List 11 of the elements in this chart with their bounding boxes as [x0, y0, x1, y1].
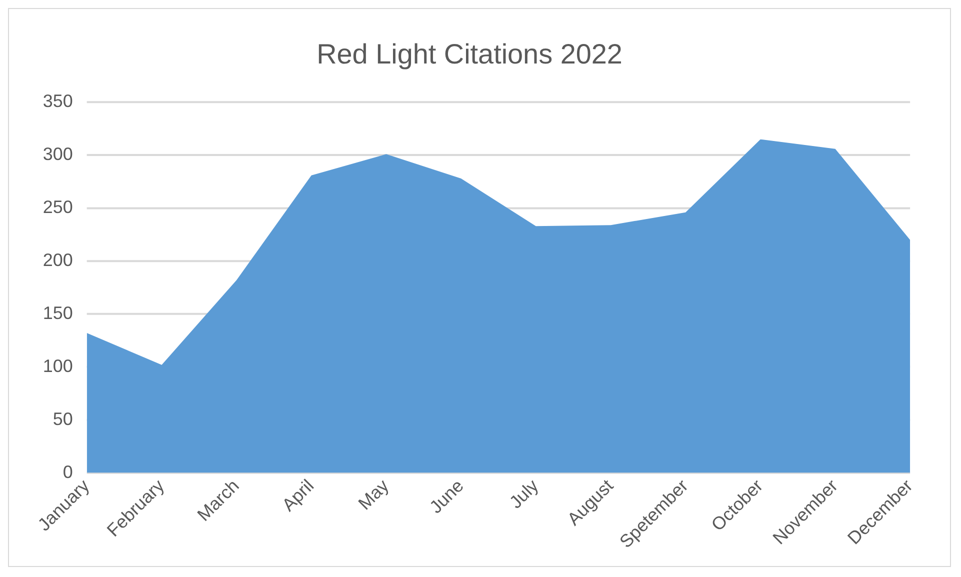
chart-title: Red Light Citations 2022 — [316, 38, 622, 70]
y-tick-label: 250 — [42, 197, 73, 218]
y-tick-label: 150 — [42, 302, 73, 323]
y-tick-label: 200 — [42, 250, 73, 270]
y-tick-label: 50 — [52, 408, 73, 429]
x-tick-label: May — [354, 476, 393, 514]
y-tick-label: 0 — [62, 462, 73, 482]
y-tick-label: 350 — [42, 91, 73, 112]
y-tick-label: 100 — [42, 356, 73, 376]
y-tick-label: 300 — [42, 144, 73, 164]
x-tick-label: July — [506, 476, 542, 512]
